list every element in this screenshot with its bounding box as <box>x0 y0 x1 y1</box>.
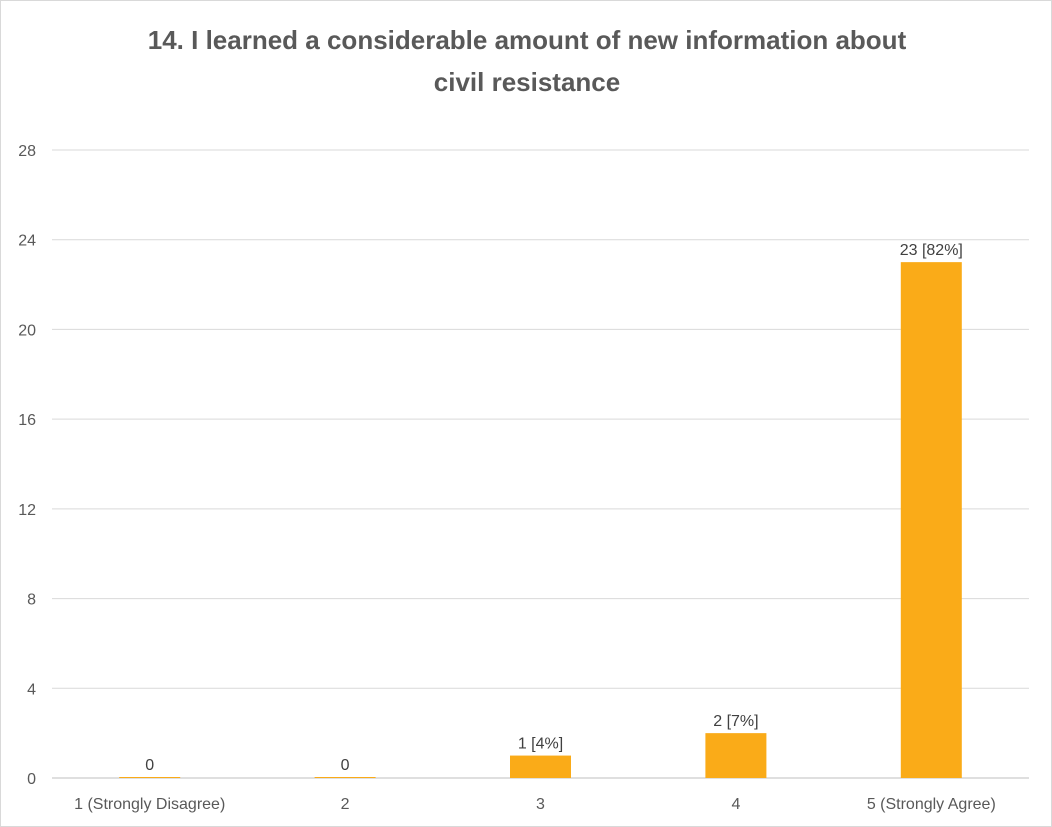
y-tick-label: 28 <box>18 143 36 160</box>
y-tick-label: 16 <box>18 412 36 429</box>
x-tick-label: 1 (Strongly Disagree) <box>74 796 225 813</box>
bar <box>705 733 767 778</box>
data-label: 1 [4%] <box>518 736 563 753</box>
y-tick-label: 24 <box>18 233 36 250</box>
bar <box>900 262 962 779</box>
y-tick-label: 0 <box>27 771 36 788</box>
x-tick-label: 3 <box>536 796 545 813</box>
bar <box>314 777 376 778</box>
data-label: 2 [7%] <box>713 713 758 730</box>
data-label: 23 [82%] <box>900 242 963 259</box>
y-tick-label: 12 <box>18 502 36 519</box>
data-label: 0 <box>341 757 350 774</box>
x-tick-label: 2 <box>341 796 350 813</box>
x-tick-label: 5 (Strongly Agree) <box>867 796 996 813</box>
bar <box>119 777 181 778</box>
chart-title: 14. I learned a considerable amount of n… <box>147 25 907 97</box>
x-tick-label: 4 <box>731 796 740 813</box>
bar <box>510 755 571 778</box>
data-label: 0 <box>145 757 154 774</box>
y-tick-label: 8 <box>27 592 36 609</box>
y-tick-label: 4 <box>27 681 36 698</box>
y-tick-label: 20 <box>18 322 36 339</box>
